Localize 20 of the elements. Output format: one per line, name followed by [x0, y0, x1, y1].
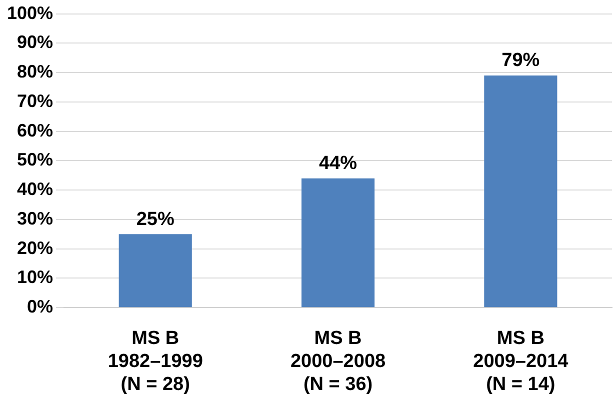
y-tick-label: 20%: [17, 238, 54, 258]
y-tick-label: 100%: [6, 2, 54, 23]
y-tick-label: 40%: [17, 179, 54, 200]
y-tick-label: 10%: [17, 267, 54, 288]
y-tick-label: 80%: [17, 62, 54, 82]
y-tick-label: 60%: [17, 120, 54, 140]
x-tick-label: MS B 2000–2008 (N = 36): [290, 328, 386, 395]
data-label: 25%: [136, 208, 174, 230]
data-label: 79%: [502, 50, 540, 72]
x-tick-label: MS B 2009–2014 (N = 14): [473, 328, 569, 395]
bar: [484, 76, 558, 308]
y-tick-label: 0%: [27, 296, 54, 317]
y-tick-label: 50%: [17, 150, 54, 170]
y-tick-label: 30%: [17, 208, 54, 228]
bar: [118, 234, 192, 308]
y-tick-label: 70%: [17, 90, 54, 111]
data-label: 44%: [319, 153, 358, 174]
y-tick-label: 90%: [17, 32, 54, 52]
x-tick-label: MS B 1982–1999 (N = 28): [108, 328, 203, 395]
bar: [301, 178, 375, 308]
